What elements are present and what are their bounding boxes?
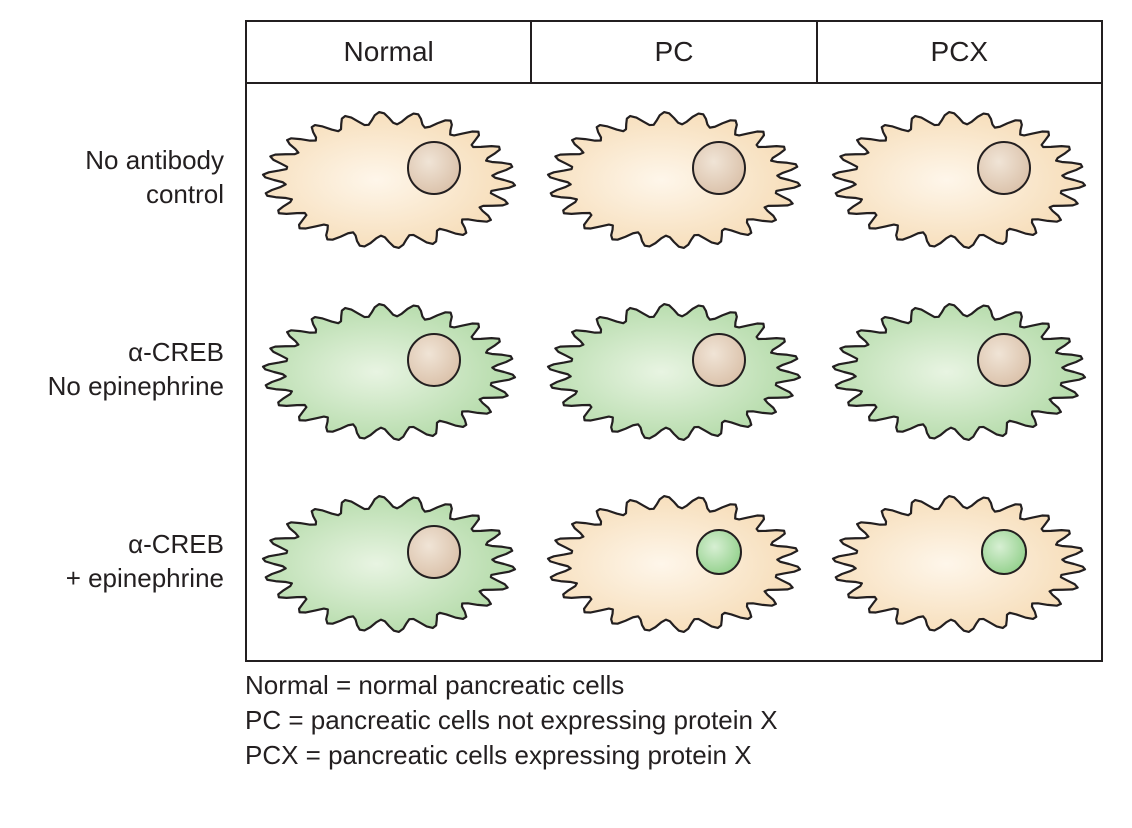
col-header-pc: PC [532,22,817,82]
cell-r0c2 [816,84,1101,276]
cell-r2c0 [247,468,532,660]
row-label-text: control [146,178,224,212]
cell-r0c1 [532,84,817,276]
row-label-1: No antibody control [0,82,240,274]
col-header-normal: Normal [247,22,532,82]
col-header-pcx: PCX [818,22,1101,82]
row-label-text: No antibody [85,144,224,178]
row-label-2: α-CREB No epinephrine [0,274,240,466]
cell-r1c0 [247,276,532,468]
row-label-text: No epinephrine [48,370,224,404]
cell-icon [829,98,1089,263]
row-labels: No antibody control α-CREB No epinephrin… [0,82,240,658]
legend-line: Normal = normal pancreatic cells [245,668,778,703]
cell-icon [829,290,1089,455]
cell-icon [544,482,804,647]
body-grid [245,84,1103,662]
cell-icon [544,98,804,263]
legend: Normal = normal pancreatic cells PC = pa… [245,668,778,773]
cell-icon [259,482,519,647]
row-label-text: α-CREB [128,336,224,370]
legend-line: PCX = pancreatic cells expressing protei… [245,738,778,773]
cell-icon [829,482,1089,647]
row-label-text: α-CREB [128,528,224,562]
cell-r1c2 [816,276,1101,468]
cell-icon [259,98,519,263]
cell-icon [259,290,519,455]
cell-r2c1 [532,468,817,660]
row-label-text: + epinephrine [66,562,224,596]
cell-r1c1 [532,276,817,468]
legend-line: PC = pancreatic cells not expressing pro… [245,703,778,738]
row-label-3: α-CREB + epinephrine [0,466,240,658]
cell-r0c0 [247,84,532,276]
table: Normal PC PCX [245,20,1103,662]
cell-r2c2 [816,468,1101,660]
header-row: Normal PC PCX [245,20,1103,84]
cell-icon [544,290,804,455]
